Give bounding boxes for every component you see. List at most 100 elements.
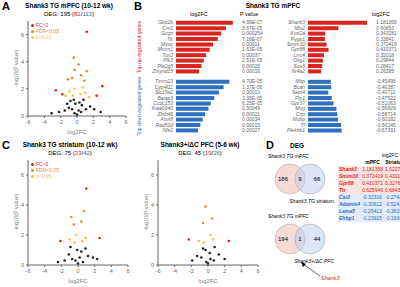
svg-text:0.000254: 0.000254 — [242, 30, 263, 37]
svg-text:Shank3 TG mPFC: Shank3 TG mPFC — [268, 153, 309, 159]
svg-text:Cyp4f11: Cyp4f11 — [154, 83, 173, 90]
svg-text:2: 2 — [92, 119, 95, 125]
svg-text:Nfe2: Nfe2 — [162, 127, 173, 133]
svg-text:Mmrn1: Mmrn1 — [157, 46, 173, 53]
svg-text:6.25E-05: 6.25E-05 — [242, 100, 263, 107]
html-text:C: C — [2, 139, 10, 151]
svg-text:4: 4 — [151, 202, 154, 208]
html-text:Shank3 TG mPFC: Shank3 TG mPFC — [245, 2, 301, 9]
svg-text:-log10(P value): -log10(P value) — [13, 194, 19, 231]
svg-text:4: 4 — [110, 268, 113, 274]
svg-text:4: 4 — [108, 119, 111, 125]
svg-text:-2: -2 — [59, 268, 64, 274]
svg-text:0.00015: 0.00015 — [242, 121, 261, 128]
svg-text:4: 4 — [240, 268, 243, 274]
svg-text:log2FC: log2FC — [198, 278, 218, 284]
svg-text:186: 186 — [278, 176, 289, 182]
svg-text:-4: -4 — [42, 268, 47, 274]
svg-text:-2: -2 — [189, 268, 194, 274]
svg-text:Atxn8: Atxn8 — [160, 116, 173, 123]
svg-text:log2FC: log2FC — [67, 129, 87, 135]
html-text:A: A — [2, 0, 10, 12]
svg-text:Zbtb46: Zbtb46 — [157, 110, 173, 117]
svg-text:Scgn: Scgn — [161, 30, 173, 37]
html-text:D: D — [266, 139, 274, 151]
svg-text:0: 0 — [75, 119, 78, 125]
svg-text:0: 0 — [21, 262, 24, 268]
svg-text:1.37E-06: 1.37E-06 — [242, 83, 263, 90]
svg-text:2: 2 — [93, 268, 96, 274]
svg-text:2.51E-05: 2.51E-05 — [242, 57, 263, 64]
svg-text:0: 0 — [21, 113, 24, 119]
svg-text:2: 2 — [151, 232, 154, 238]
svg-text:3.36E-05: 3.36E-05 — [242, 94, 263, 101]
svg-text:0: 0 — [206, 268, 209, 274]
svg-text:-4: -4 — [42, 119, 47, 125]
svg-text:0.00034: 0.00034 — [242, 116, 261, 123]
svg-text:Rad51d: Rad51d — [155, 121, 173, 128]
svg-text:-log10(P value): -log10(P value) — [13, 50, 19, 87]
svg-text:4.66E-07: 4.66E-07 — [242, 19, 263, 26]
svg-text:0.00010: 0.00010 — [242, 89, 261, 96]
svg-text:6: 6 — [151, 172, 154, 178]
svg-text:2: 2 — [21, 86, 24, 92]
html-text:B: B — [134, 0, 142, 12]
svg-text:Shank3: Shank3 — [321, 275, 340, 281]
svg-text:Timm23: Timm23 — [155, 78, 173, 85]
svg-text:1: 1 — [298, 236, 302, 242]
svg-text:3.67E-05: 3.67E-05 — [242, 24, 263, 31]
svg-text:6: 6 — [21, 32, 24, 38]
svg-text:0: 0 — [76, 268, 79, 274]
svg-text:6: 6 — [256, 268, 259, 274]
svg-text:Cnr1: Cnr1 — [162, 24, 173, 31]
svg-text:-6: -6 — [26, 119, 31, 125]
svg-text:0.00049: 0.00049 — [242, 105, 261, 112]
svg-text:194: 194 — [278, 236, 289, 242]
html-text:Shank3 TG mPFC (10-12 wk): Shank3 TG mPFC (10-12 wk) — [25, 2, 113, 9]
svg-text:9: 9 — [298, 176, 302, 182]
svg-text:Pla2g5: Pla2g5 — [157, 62, 173, 69]
svg-text:Shank3 TG mPFC: Shank3 TG mPFC — [268, 213, 309, 219]
svg-text:Baiap3: Baiap3 — [157, 94, 173, 101]
svg-text:-4: -4 — [172, 268, 177, 274]
svg-text:Ccdc153: Ccdc153 — [153, 100, 173, 107]
svg-text:log2FC: log2FC — [68, 278, 88, 284]
svg-text:2: 2 — [21, 232, 24, 238]
svg-text:Ttr: Ttr — [166, 35, 173, 42]
svg-text:1.63E-05: 1.63E-05 — [242, 46, 263, 53]
svg-text:6: 6 — [126, 268, 129, 274]
svg-text:4.70E-05: 4.70E-05 — [242, 78, 263, 85]
svg-text:6: 6 — [21, 172, 24, 178]
svg-text:7.16E-07: 7.16E-07 — [242, 35, 263, 42]
svg-text:66: 66 — [314, 176, 321, 182]
svg-text:6: 6 — [124, 119, 127, 125]
svg-text:0.00027: 0.00027 — [242, 127, 260, 133]
svg-text:Tox3: Tox3 — [162, 51, 173, 58]
svg-text:Nr4a2: Nr4a2 — [291, 68, 305, 74]
svg-text:Myoc: Myoc — [161, 41, 173, 48]
svg-text:44: 44 — [314, 236, 321, 242]
svg-text:Slc15a1: Slc15a1 — [154, 89, 173, 96]
svg-text:Shank3 TG striatum: Shank3 TG striatum — [290, 198, 334, 204]
svg-text:Shank3+/ΔC PFC: Shank3+/ΔC PFC — [294, 258, 334, 264]
svg-text:Plk3: Plk3 — [163, 57, 173, 64]
svg-text:0.00016: 0.00016 — [242, 68, 260, 74]
svg-text:0.00021: 0.00021 — [242, 110, 261, 117]
svg-text:0.00028: 0.00028 — [242, 62, 261, 69]
svg-text:-6: -6 — [26, 268, 31, 274]
svg-text:0.00037: 0.00037 — [242, 51, 261, 58]
svg-text:Plekhb1: Plekhb1 — [287, 127, 305, 133]
svg-text:0.26385: 0.26385 — [376, 68, 392, 74]
svg-text:0: 0 — [151, 262, 154, 268]
svg-text:-6: -6 — [156, 268, 161, 274]
svg-text:4: 4 — [21, 202, 24, 208]
svg-text:-log10(P value): -log10(P value) — [143, 194, 149, 231]
svg-text:-2: -2 — [58, 119, 63, 125]
svg-text:Gbp2b: Gbp2b — [158, 19, 173, 26]
svg-text:2: 2 — [223, 268, 226, 274]
svg-text:Kiaa0040: Kiaa0040 — [151, 105, 173, 112]
svg-text:-0.67391: -0.67391 — [376, 127, 392, 133]
svg-text:4: 4 — [21, 59, 24, 65]
svg-text:0.00011: 0.00011 — [242, 41, 260, 48]
svg-text:Zmynd15: Zmynd15 — [151, 68, 173, 74]
